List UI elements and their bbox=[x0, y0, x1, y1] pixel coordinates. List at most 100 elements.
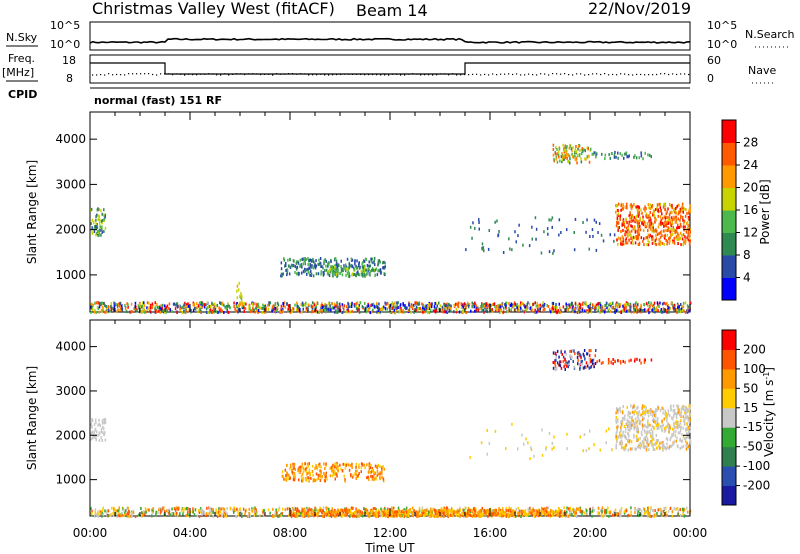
data-cell bbox=[505, 301, 508, 305]
data-cell bbox=[301, 301, 304, 305]
data-cell bbox=[602, 239, 605, 243]
data-cell bbox=[332, 268, 334, 272]
data-cell bbox=[591, 509, 594, 513]
data-cell bbox=[447, 304, 450, 307]
data-cell bbox=[473, 506, 475, 510]
data-cell bbox=[577, 362, 579, 366]
data-cell bbox=[403, 515, 405, 518]
data-cell bbox=[292, 464, 294, 468]
data-cell bbox=[93, 227, 95, 231]
data-cell bbox=[93, 430, 95, 434]
data-cell bbox=[555, 358, 557, 362]
data-cell bbox=[346, 271, 349, 275]
data-cell bbox=[185, 308, 187, 312]
data-cell bbox=[496, 219, 498, 223]
nave-dot bbox=[588, 74, 590, 76]
data-cell bbox=[302, 479, 304, 483]
data-cell bbox=[299, 465, 302, 469]
data-cell bbox=[512, 512, 515, 516]
data-cell bbox=[103, 421, 106, 425]
data-cell bbox=[293, 506, 295, 510]
data-cell bbox=[624, 229, 626, 233]
data-cell bbox=[311, 301, 314, 305]
data-cell bbox=[106, 308, 108, 312]
nave-dot bbox=[368, 73, 370, 76]
data-cell bbox=[340, 267, 343, 271]
data-cell bbox=[178, 304, 180, 308]
data-cell bbox=[506, 310, 509, 314]
data-cell bbox=[178, 506, 180, 510]
nave-dot bbox=[664, 73, 666, 75]
data-cell bbox=[627, 155, 629, 159]
data-cell bbox=[337, 268, 339, 272]
data-cell bbox=[671, 232, 674, 236]
data-cell bbox=[429, 510, 432, 514]
data-cell bbox=[654, 310, 656, 314]
data-cell bbox=[648, 301, 650, 305]
data-cell bbox=[422, 303, 425, 307]
data-cell bbox=[641, 221, 643, 225]
data-cell bbox=[647, 508, 649, 512]
data-cell bbox=[293, 462, 296, 466]
data-cell bbox=[198, 307, 201, 311]
nave-dot bbox=[560, 73, 562, 75]
data-cell bbox=[235, 309, 237, 313]
data-cell bbox=[486, 305, 489, 309]
data-cell bbox=[494, 510, 497, 514]
beam-label: Beam 14 bbox=[356, 1, 428, 20]
data-cell bbox=[446, 309, 448, 313]
data-cell bbox=[466, 514, 468, 518]
data-cell bbox=[409, 510, 412, 513]
data-cell bbox=[336, 461, 338, 465]
data-cell bbox=[375, 267, 378, 271]
data-cell bbox=[534, 301, 536, 305]
data-cell bbox=[638, 221, 640, 225]
data-cell bbox=[614, 150, 616, 154]
data-cell bbox=[451, 514, 454, 518]
data-cell bbox=[376, 513, 378, 516]
data-cell bbox=[617, 209, 619, 212]
data-cell bbox=[474, 514, 476, 518]
data-cell bbox=[626, 230, 629, 234]
data-cell bbox=[616, 216, 619, 220]
data-cell bbox=[311, 310, 313, 314]
data-cell bbox=[183, 309, 185, 313]
data-cell bbox=[393, 510, 396, 514]
data-cell bbox=[271, 309, 273, 313]
data-cell bbox=[352, 474, 355, 478]
data-cell bbox=[526, 512, 528, 516]
data-cell bbox=[278, 506, 281, 510]
data-cell bbox=[97, 510, 99, 514]
data-cell bbox=[638, 514, 640, 518]
data-cell bbox=[205, 303, 207, 307]
data-cell bbox=[636, 219, 638, 223]
data-cell bbox=[674, 231, 676, 235]
data-cell bbox=[197, 304, 200, 308]
data-cell bbox=[199, 301, 201, 305]
data-cell bbox=[628, 214, 630, 218]
data-cell bbox=[528, 511, 531, 515]
data-cell bbox=[326, 304, 328, 308]
data-cell bbox=[560, 155, 563, 159]
nave-dot bbox=[252, 73, 254, 75]
data-cell bbox=[288, 511, 291, 515]
nave-dot bbox=[612, 73, 614, 76]
data-cell bbox=[380, 513, 382, 517]
data-cell bbox=[286, 471, 288, 475]
data-cell bbox=[646, 309, 648, 313]
data-cell bbox=[647, 153, 649, 157]
data-cell bbox=[556, 306, 558, 309]
data-cell bbox=[588, 160, 591, 164]
data-cell bbox=[682, 305, 685, 309]
data-cell bbox=[582, 302, 585, 306]
data-cell bbox=[247, 514, 250, 518]
data-cell bbox=[96, 213, 98, 217]
data-cell bbox=[303, 510, 306, 514]
data-cell bbox=[453, 304, 455, 307]
data-cell bbox=[481, 242, 484, 246]
data-cell bbox=[328, 507, 330, 511]
data-cell bbox=[502, 510, 504, 513]
data-cell bbox=[274, 310, 277, 314]
data-cell bbox=[454, 302, 457, 306]
data-cell bbox=[328, 261, 330, 265]
